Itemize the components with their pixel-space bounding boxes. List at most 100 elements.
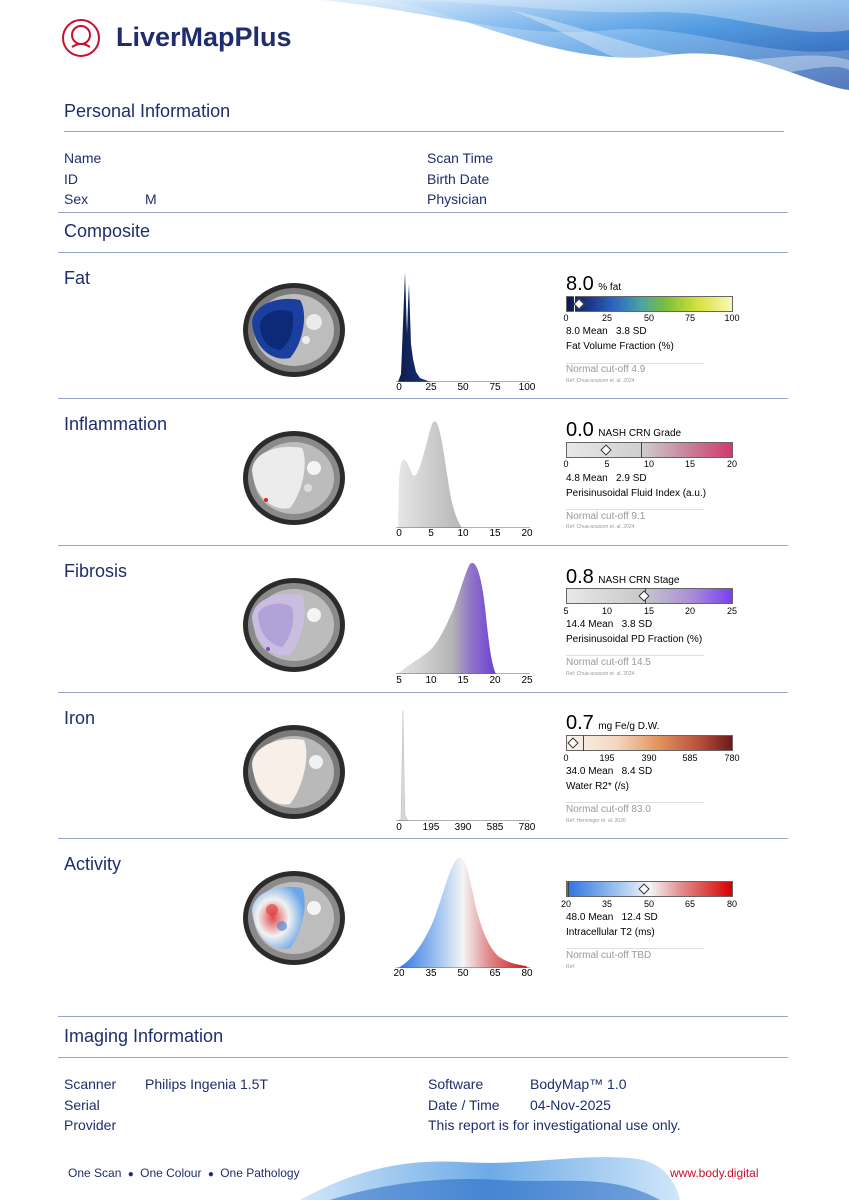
bullet-icon: ●	[127, 1169, 134, 1180]
iron-mean: 34.0 Mean	[566, 766, 614, 777]
footer-website-link[interactable]: www.body.digital	[670, 1166, 759, 1180]
iron-gauge-tick: 0	[563, 753, 569, 763]
fat-hist-tick: 100	[518, 382, 536, 393]
activity-cutoff: Normal cut-off TBD	[566, 950, 651, 961]
fibrosis-unit: NASH CRN Stage	[598, 575, 680, 586]
fat-summary: 8.0 % fat	[566, 273, 621, 296]
inflammation-cutoff-label: Normal cut-off	[566, 511, 629, 522]
inflammation-hist-tick: 5	[428, 528, 434, 539]
inflammation-description: Perisinusoidal Fluid Index (a.u.)	[566, 488, 707, 499]
fat-hist-tick: 50	[457, 382, 469, 393]
activity-hist-tick: 80	[521, 968, 533, 979]
iron-hist-tick: 780	[518, 822, 536, 833]
fat-hist-tick: 75	[489, 382, 501, 393]
scanner-value: Philips Ingenia 1.5T	[145, 1076, 268, 1092]
iron-hist-tick: 0	[396, 822, 402, 833]
fibrosis-hist-tick: 5	[396, 675, 402, 686]
fibrosis-gauge-tick: 15	[643, 606, 655, 616]
name-label: Name	[64, 150, 102, 166]
fibrosis-cutoff-label: Normal cut-off	[566, 657, 629, 668]
iron-summary: 0.7 mg Fe/g D.W.	[566, 712, 659, 735]
fibrosis-gauge-tick: 10	[601, 606, 613, 616]
birth-date-label: Birth Date	[427, 171, 490, 187]
fat-label: Fat	[64, 268, 91, 288]
inflammation-gauge-tick: 15	[684, 459, 696, 469]
iron-stats: 34.0 Mean 8.4 SD	[566, 766, 652, 777]
footer-tagline: One Scan ● One Colour ● One Pathology	[68, 1166, 300, 1180]
divider	[58, 252, 788, 253]
divider	[58, 398, 788, 399]
tagline-one-colour: One Colour	[140, 1166, 202, 1180]
fibrosis-label: Fibrosis	[64, 561, 128, 581]
fibrosis-cutoff: Normal cut-off 14.5	[566, 657, 651, 668]
iron-cutoff-value: 83.0	[631, 804, 651, 815]
activity-ref: Ref:	[566, 964, 576, 970]
iron-cutoff-marker	[583, 735, 584, 751]
fat-cutoff-value: 4.9	[631, 364, 646, 375]
composite-title: Composite	[64, 221, 151, 241]
iron-label: Iron	[64, 708, 96, 728]
iron-gauge-tick: 585	[682, 753, 698, 763]
inflammation-label: Inflammation	[64, 414, 168, 434]
activity-cutoff-marker	[568, 881, 569, 897]
inflammation-gauge-tick: 20	[726, 459, 738, 469]
activity-mean: 48.0 Mean	[566, 912, 614, 923]
iron-cutoff: Normal cut-off 83.0	[566, 804, 651, 815]
fibrosis-ref: Ref: Chua-anusorn et. al. 2024	[566, 671, 635, 677]
inflammation-summary: 0.0 NASH CRN Grade	[566, 419, 681, 442]
inflammation-sd: 2.9 SD	[616, 473, 647, 484]
activity-liver-scan-image	[243, 871, 345, 965]
fibrosis-gauge-tick: 25	[726, 606, 738, 616]
divider	[58, 838, 788, 839]
fibrosis-hist-tick: 10	[425, 675, 437, 686]
inflammation-liver-scan-image	[243, 431, 345, 525]
iron-description: Water R2* (/s)	[566, 781, 629, 792]
provider-label: Provider	[64, 1117, 117, 1133]
fibrosis-mean: 14.4 Mean	[566, 619, 614, 630]
fat-gauge-tick: 100	[724, 313, 740, 323]
fibrosis-cutoff-line	[566, 655, 704, 656]
iron-hist-tick: 195	[422, 822, 440, 833]
fibrosis-liver-scan-image	[243, 578, 345, 672]
sex-value: M	[145, 191, 157, 207]
iron-gauge-tick: 390	[641, 753, 657, 763]
inflammation-hist-tick: 15	[489, 528, 501, 539]
iron-sd: 8.4 SD	[621, 766, 653, 777]
imaging-information-title: Imaging Information	[64, 1026, 224, 1046]
divider	[58, 1016, 788, 1017]
inflammation-cutoff-marker	[641, 442, 642, 458]
footer-wave-decoration	[300, 1157, 680, 1200]
fat-histogram	[396, 272, 530, 382]
divider	[64, 131, 784, 132]
iron-cutoff-label: Normal cut-off	[566, 804, 629, 815]
fat-gauge-tick: 75	[684, 313, 696, 323]
iron-gauge-tick: 780	[724, 753, 740, 763]
investigational-note: This report is for investigational use o…	[428, 1117, 681, 1133]
inflammation-gauge-bar	[566, 442, 733, 458]
fat-hist-tick: 25	[425, 382, 437, 393]
serial-label: Serial	[64, 1097, 100, 1113]
fat-liver-scan-image	[243, 283, 345, 377]
iron-cutoff-line	[566, 802, 704, 803]
activity-sd: 12.4 SD	[621, 912, 658, 923]
activity-label: Activity	[64, 854, 122, 874]
inflammation-unit: NASH CRN Grade	[598, 428, 682, 439]
header-wave-decoration	[320, 0, 849, 90]
fibrosis-value: 0.8	[566, 566, 594, 588]
inflammation-cutoff-line	[566, 509, 704, 510]
divider	[58, 692, 788, 693]
fibrosis-hist-tick: 15	[457, 675, 469, 686]
fat-unit: % fat	[598, 282, 622, 293]
activity-hist-tick: 20	[393, 968, 405, 979]
fibrosis-sd: 3.8 SD	[621, 619, 653, 630]
divider	[58, 212, 788, 213]
iron-gauge-tick: 195	[599, 753, 615, 763]
inflammation-hist-tick: 0	[396, 528, 402, 539]
iron-value: 0.7	[566, 712, 594, 734]
iron-ref: Ref: Henninger et. al. 2020	[566, 818, 626, 824]
fat-gauge-bar	[566, 296, 733, 312]
activity-hist-tick: 50	[457, 968, 469, 979]
activity-hist-tick: 35	[425, 968, 437, 979]
software-value: BodyMap™ 1.0	[530, 1076, 627, 1092]
bullet-icon: ●	[207, 1169, 214, 1180]
